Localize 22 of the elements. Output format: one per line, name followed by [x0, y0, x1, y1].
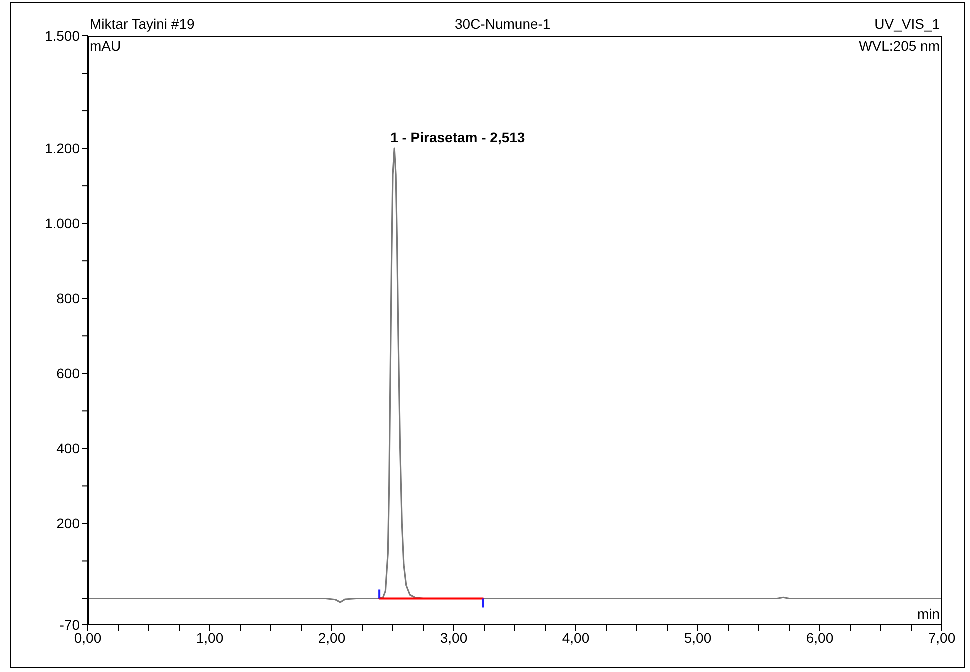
chart-title: 30C-Numune-1 — [455, 16, 551, 32]
x-tick-label: 4,00 — [562, 630, 590, 646]
annotation: WVL:205 nm — [859, 38, 940, 54]
y-axis-title: mAU — [90, 38, 122, 54]
text: Miktar Tayini #19 — [90, 16, 195, 32]
y-tick-label: 1.000 — [44, 216, 80, 232]
x-tick-label: 3,00 — [440, 630, 468, 646]
x-tick-label: 2,00 — [318, 630, 346, 646]
x-tick-label: 7,00 — [928, 630, 956, 646]
x-tick-label: 6,00 — [806, 630, 834, 646]
x-tick-label: 5,00 — [684, 630, 712, 646]
annotation: 1 - Pirasetam - 2,513 — [390, 130, 526, 146]
x-axis-title: min — [917, 606, 940, 622]
text: UV_VIS_1 — [874, 16, 940, 32]
line-series — [88, 148, 942, 604]
y-tick-label: 400 — [56, 440, 80, 457]
y-tick-label: 1.500 — [44, 28, 80, 44]
y-tick-label: 1.200 — [44, 140, 80, 157]
x-tick-label: 1,00 — [196, 630, 224, 646]
y-tick-label: 800 — [56, 290, 80, 307]
y-tick-label: 600 — [56, 366, 80, 382]
y-tick-label: 200 — [56, 516, 80, 532]
